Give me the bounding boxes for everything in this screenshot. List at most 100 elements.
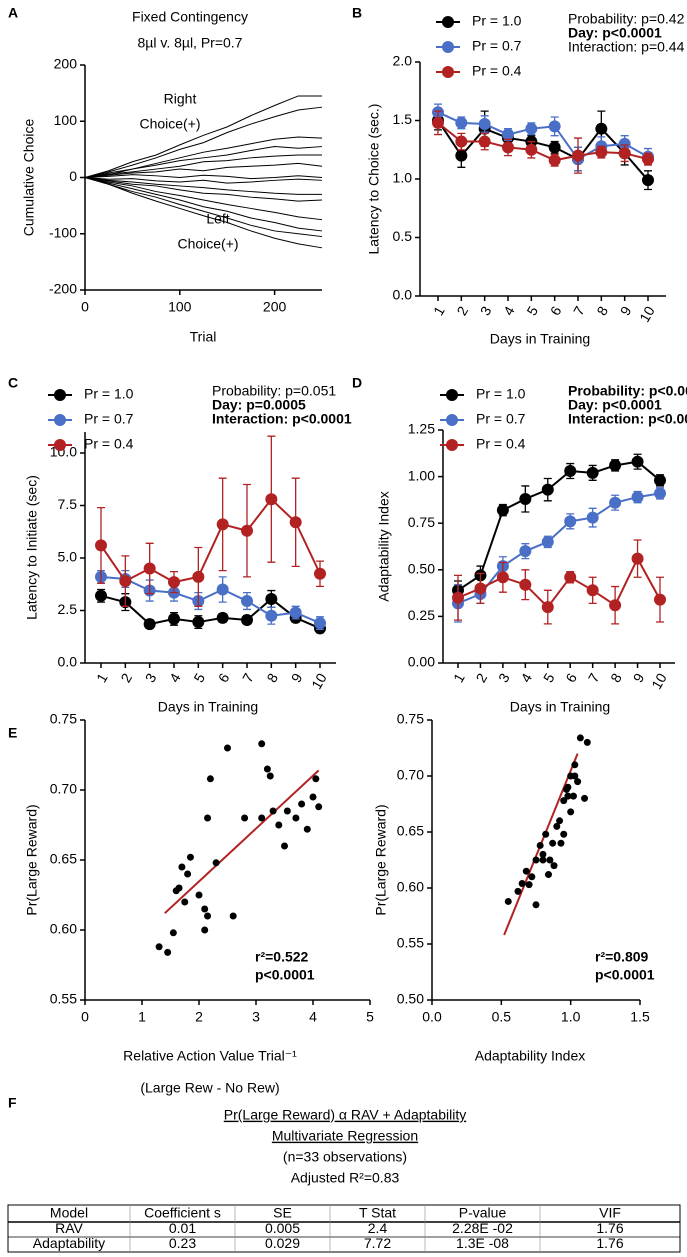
x-tick-label: 6	[562, 670, 580, 685]
data-point	[192, 570, 205, 583]
x-tick-label: 0.0	[422, 1009, 442, 1025]
table-cell: 1.76	[596, 1220, 623, 1236]
data-point	[496, 504, 509, 517]
data-point	[184, 870, 192, 878]
y-tick-label: 5.0	[58, 549, 78, 565]
data-point	[95, 589, 107, 602]
data-point	[631, 552, 644, 565]
x-tick-label: 8	[593, 303, 611, 318]
data-line	[84, 177, 322, 195]
data-point	[181, 898, 189, 906]
x-tick-label: 4	[166, 670, 184, 685]
annotation: Choice(+)	[177, 236, 238, 252]
panel-label: A	[8, 5, 18, 21]
data-line	[100, 497, 321, 584]
data-line	[84, 154, 322, 178]
data-line	[457, 492, 661, 605]
data-point	[241, 524, 253, 537]
y-tick-label: 0.55	[397, 935, 424, 951]
data-point	[583, 738, 591, 746]
y-tick-label: 0.55	[50, 991, 77, 1007]
legend-label: Pr = 1.0	[84, 386, 134, 402]
data-point	[143, 562, 156, 575]
y-tick-label: 1.25	[408, 421, 435, 437]
data-point	[609, 496, 622, 509]
y-tick-label: 1.0	[393, 170, 413, 186]
x-tick-label: 6	[215, 670, 233, 685]
data-point	[258, 814, 266, 822]
chart-subtitle: 8µl v. 8µl, Pr=0.7	[138, 35, 243, 51]
data-line	[84, 162, 323, 178]
data-point	[571, 772, 579, 780]
legend-marker	[442, 66, 454, 78]
legend-marker	[442, 16, 454, 28]
panel-label: B	[352, 5, 362, 21]
data-point	[504, 897, 512, 905]
data-point	[289, 606, 302, 619]
data-point	[164, 948, 172, 956]
table-border	[7, 1204, 681, 1253]
data-point	[571, 761, 579, 769]
x-tick-label: 0	[81, 299, 89, 315]
x-axis-label: Days in Training	[510, 699, 610, 715]
annotation: Day: p<0.0001	[568, 397, 662, 413]
data-point	[522, 867, 530, 875]
y-tick-label: 0.65	[397, 823, 424, 839]
data-point	[283, 807, 291, 815]
annotation: Left	[206, 211, 229, 227]
data-point	[609, 599, 622, 612]
data-point	[178, 863, 186, 871]
data-point	[229, 912, 237, 920]
y-tick-label: 0.0	[58, 654, 78, 670]
data-point	[519, 492, 532, 505]
legend-label: Pr = 0.7	[84, 411, 134, 427]
table-cell: Adaptability	[33, 1235, 105, 1251]
x-tick-label: 2	[472, 670, 490, 685]
data-line	[84, 177, 323, 184]
data-point	[212, 859, 220, 867]
table-cell: 1.3E -08	[456, 1235, 509, 1251]
table-cell: 0.029	[265, 1235, 300, 1251]
data-line	[84, 177, 323, 202]
y-tick-label: 0.75	[50, 711, 77, 727]
data-point	[289, 516, 302, 529]
x-tick-label: 10	[308, 670, 330, 692]
data-point	[548, 154, 561, 167]
data-point	[586, 511, 599, 524]
y-tick-label: -200	[49, 281, 77, 297]
table-cell: 7.72	[364, 1235, 391, 1251]
y-tick-label: 0.50	[408, 561, 435, 577]
data-line	[84, 146, 323, 178]
x-tick-label: 2	[195, 1009, 203, 1025]
data-point	[452, 591, 464, 604]
data-point	[455, 149, 468, 162]
table-fit: Adjusted R²=0.83	[291, 1170, 400, 1186]
data-point	[518, 880, 526, 888]
x-tick-label: 0	[81, 1009, 89, 1025]
table-subtitle: Multivariate Regression	[272, 1128, 418, 1144]
data-point	[560, 830, 568, 838]
legend-label: Pr = 0.7	[472, 38, 522, 54]
data-point	[576, 734, 584, 742]
annotation: Day: p<0.0001	[568, 25, 662, 41]
x-tick-label: 0.5	[492, 1009, 512, 1025]
x-tick-label: 3	[252, 1009, 260, 1025]
x-tick-label: 8	[607, 670, 625, 685]
data-point	[567, 808, 575, 816]
legend-label: Pr = 0.4	[476, 436, 526, 452]
data-point	[155, 943, 163, 951]
data-point	[168, 576, 180, 589]
y-axis-label: Latency to Initiate (sec)	[24, 475, 40, 620]
annotation: r²=0.522	[255, 949, 309, 965]
data-point	[609, 459, 622, 472]
data-point	[275, 821, 283, 829]
legend-marker	[54, 389, 66, 401]
data-point	[169, 929, 177, 937]
annotation: Interaction: p<0.0001	[568, 411, 687, 427]
fit-line	[164, 769, 320, 914]
data-point	[195, 891, 203, 899]
data-point	[532, 901, 540, 909]
data-point	[519, 578, 532, 591]
data-point	[536, 841, 544, 849]
